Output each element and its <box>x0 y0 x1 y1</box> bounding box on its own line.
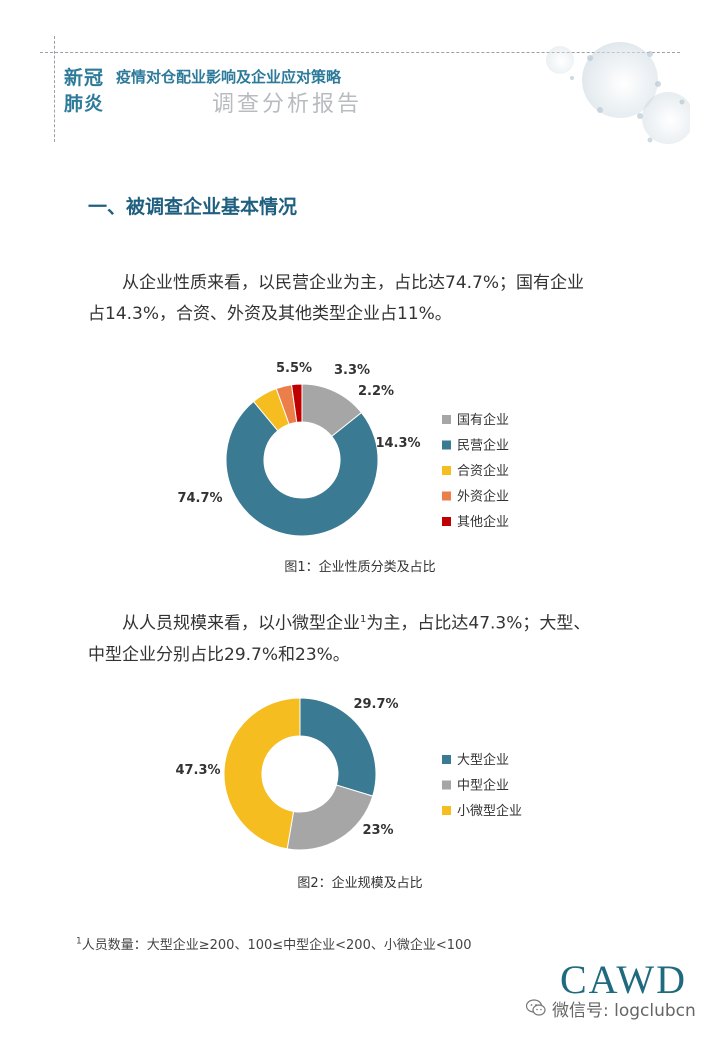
legend-swatch-3 <box>442 466 451 475</box>
pie-slice-1 <box>299 697 377 797</box>
chart1-caption: 图1：企业性质分类及占比 <box>284 560 436 575</box>
report-title: 疫情对仓配业影响及企业应对策略 <box>116 68 342 86</box>
data-label-3: 47.3% <box>175 763 220 778</box>
data-label-2: 74.7% <box>177 491 222 506</box>
report-subtitle: 调查分析报告 <box>212 92 363 117</box>
data-label-5: 2.2% <box>358 384 394 399</box>
wechat-icon <box>526 999 546 1016</box>
chart-enterprise-nature: 14.3% 74.7% 5.5% 3.3% 2.2% 国有企业民营企业合资企业外资企业其他… <box>177 361 509 537</box>
legend-label-4: 外资企业 <box>457 489 509 505</box>
footnote-ref: 1 <box>360 614 367 625</box>
legend-label-3: 合资企业 <box>457 463 509 479</box>
pie-slice-5 <box>290 383 303 423</box>
legend-label-2: 中型企业 <box>457 778 509 794</box>
paragraph-line: 从企业性质来看，以民营企业为主，占比达74.7%；国有企业 <box>122 273 585 293</box>
section-title: 一、被调查企业基本情况 <box>88 196 298 218</box>
pie-slice-3 <box>223 697 301 850</box>
data-label-1: 14.3% <box>375 436 420 451</box>
chart2-caption: 图2：企业规模及占比 <box>297 876 423 891</box>
legend-swatch-5 <box>442 517 451 526</box>
paragraph-text: 从人员规模来看，以小微型企业 <box>122 613 360 634</box>
legend-swatch-1 <box>442 755 451 764</box>
footnote-mark: 1 <box>76 936 82 947</box>
paragraph-text: 为主，占比达47.3%；大型、 <box>366 613 591 634</box>
legend-label-1: 国有企业 <box>457 412 509 428</box>
header-divider <box>40 52 680 53</box>
brand-line2: 肺炎 <box>64 93 105 115</box>
pie-slice-2 <box>286 784 374 851</box>
legend-label-2: 民营企业 <box>457 438 509 454</box>
data-label-4: 3.3% <box>334 363 370 378</box>
paragraph-line: 中型企业分别占比29.7%和23%。 <box>88 644 350 665</box>
legend-label-5: 其他企业 <box>457 514 509 530</box>
footnote: 1人员数量：大型企业≥200、100≤中型企业<200、小微企业<100 <box>76 934 472 953</box>
legend-swatch-2 <box>442 780 451 790</box>
header-vertical-divider <box>54 36 55 142</box>
data-label-1: 29.7% <box>353 697 398 712</box>
footnote-text: 人员数量：大型企业≥200、100≤中型企业<200、小微企业<100 <box>81 938 472 953</box>
paragraph-line: 占14.3%，合资、外资及其他类型企业占11%。 <box>88 304 452 324</box>
data-label-3: 5.5% <box>276 361 312 376</box>
pie-slice-2 <box>225 400 379 537</box>
legend-swatch-3 <box>442 806 451 815</box>
brand-line1: 新冠 <box>64 67 105 89</box>
legend-swatch-2 <box>442 440 451 450</box>
data-label-2: 23% <box>362 823 393 838</box>
wechat-id: 微信号: logclubcn <box>552 1001 696 1021</box>
legend-swatch-1 <box>442 415 451 424</box>
paragraph-enterprise-size: 从人员规模来看，以小微型企业1为主，占比达47.3%；大型、 中型企业分别占比2… <box>88 604 648 671</box>
virus-decoration-image <box>546 42 690 144</box>
legend-swatch-4 <box>442 491 451 501</box>
legend-label-3: 小微型企业 <box>457 803 522 819</box>
paragraph-enterprise-nature: 从企业性质来看，以民营企业为主，占比达74.7%；国有企业 占14.3%，合资、… <box>88 268 648 330</box>
cawd-logo: CAWD <box>560 957 688 1002</box>
legend-label-1: 大型企业 <box>457 752 509 768</box>
